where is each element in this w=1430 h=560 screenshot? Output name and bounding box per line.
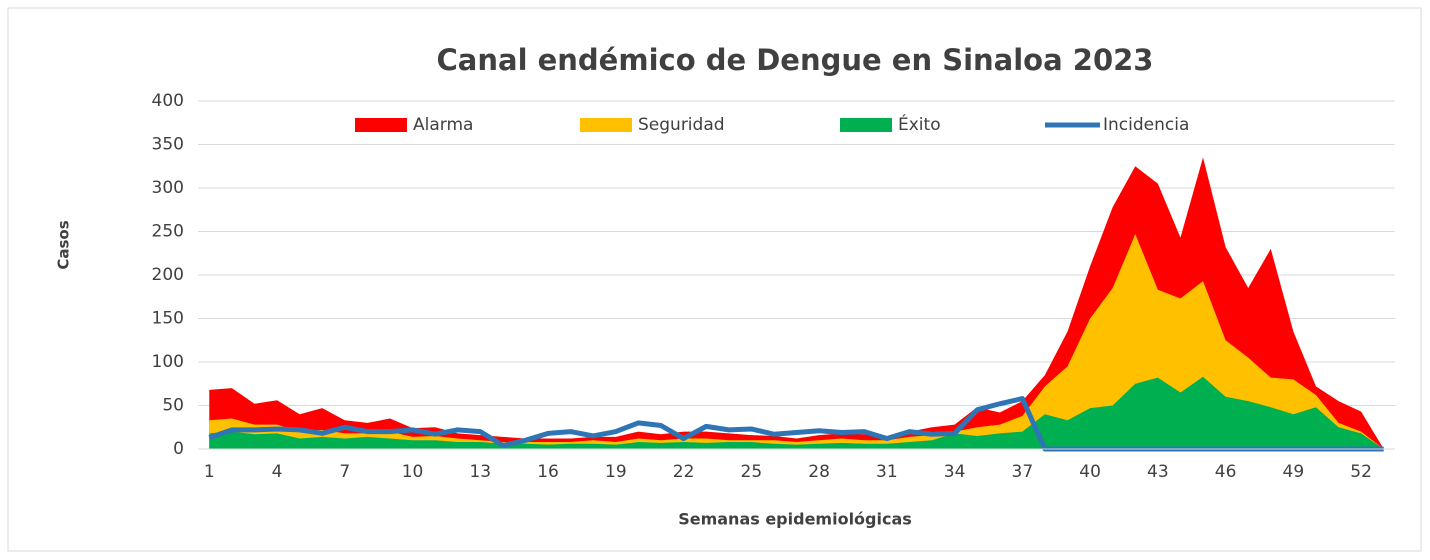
x-tick-label: 43 (1147, 462, 1169, 482)
x-tick-label: 22 (673, 462, 695, 482)
y-tick-label: 100 (152, 352, 184, 372)
x-tick-label: 37 (1012, 462, 1034, 482)
y-tick-label: 300 (152, 178, 184, 198)
x-tick-label: 31 (876, 462, 898, 482)
y-tick-label: 50 (162, 396, 184, 416)
x-tick-label: 16 (537, 462, 559, 482)
x-tick-label: 25 (741, 462, 763, 482)
legend-label: Alarma (413, 115, 473, 135)
area (209, 234, 1384, 449)
x-tick-label: 13 (469, 462, 491, 482)
legend-label: Éxito (898, 113, 941, 135)
y-tick-label: 150 (152, 309, 184, 329)
legend-swatch (580, 118, 632, 132)
x-tick-label: 1 (204, 462, 215, 482)
area (209, 376, 1384, 449)
x-axis-label: Semanas epidemiológicas (678, 510, 912, 529)
x-tick-label: 10 (402, 462, 424, 482)
x-tick-label: 34 (944, 462, 966, 482)
y-tick-label: 400 (152, 91, 184, 111)
x-tick-label: 46 (1215, 462, 1237, 482)
y-tick-label: 200 (152, 265, 184, 285)
legend-swatch (840, 118, 892, 132)
x-tick-label: 7 (339, 462, 350, 482)
legend-swatch (355, 118, 407, 132)
x-tick-label: 52 (1350, 462, 1372, 482)
y-tick-label: 350 (152, 135, 184, 155)
y-axis-label: Casos (55, 220, 73, 269)
chart-title: Canal endémico de Dengue en Sinaloa 2023 (437, 43, 1154, 77)
y-tick-label: 0 (173, 439, 184, 459)
x-tick-label: 4 (272, 462, 283, 482)
legend-label: Incidencia (1103, 115, 1189, 135)
x-tick-label: 40 (1079, 462, 1101, 482)
x-tick-label: 49 (1283, 462, 1305, 482)
legend-label: Seguridad (638, 115, 725, 135)
y-tick-label: 250 (152, 222, 184, 242)
x-tick-label: 28 (808, 462, 830, 482)
x-tick-label: 19 (605, 462, 627, 482)
